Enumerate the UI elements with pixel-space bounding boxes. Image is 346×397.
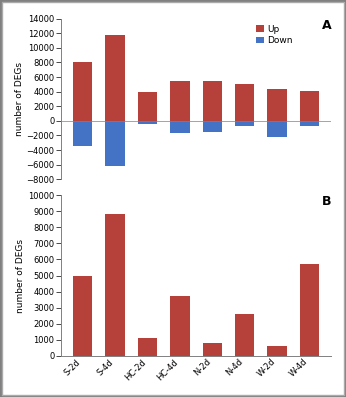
Legend: Up, Down: Up, Down <box>255 23 294 47</box>
Bar <box>73 276 92 356</box>
Text: A: A <box>322 19 331 32</box>
Bar <box>170 297 190 356</box>
Bar <box>267 89 287 121</box>
Bar <box>138 338 157 356</box>
Bar <box>170 121 190 133</box>
Bar <box>202 81 222 121</box>
Bar <box>138 121 157 124</box>
Bar <box>267 121 287 137</box>
Bar <box>106 35 125 121</box>
Bar <box>235 314 254 356</box>
Bar <box>73 62 92 121</box>
Y-axis label: number of DEGs: number of DEGs <box>17 239 26 312</box>
Bar <box>267 346 287 356</box>
Bar <box>73 121 92 146</box>
Bar <box>202 343 222 356</box>
Bar <box>202 121 222 132</box>
Bar <box>300 91 319 121</box>
Y-axis label: number of DEGs: number of DEGs <box>15 62 24 136</box>
Bar <box>138 92 157 121</box>
Bar <box>106 214 125 356</box>
Bar <box>300 264 319 356</box>
Bar <box>235 84 254 121</box>
Bar <box>300 121 319 126</box>
Bar <box>106 121 125 166</box>
Text: B: B <box>322 195 331 208</box>
Bar <box>170 81 190 121</box>
Bar <box>235 121 254 126</box>
